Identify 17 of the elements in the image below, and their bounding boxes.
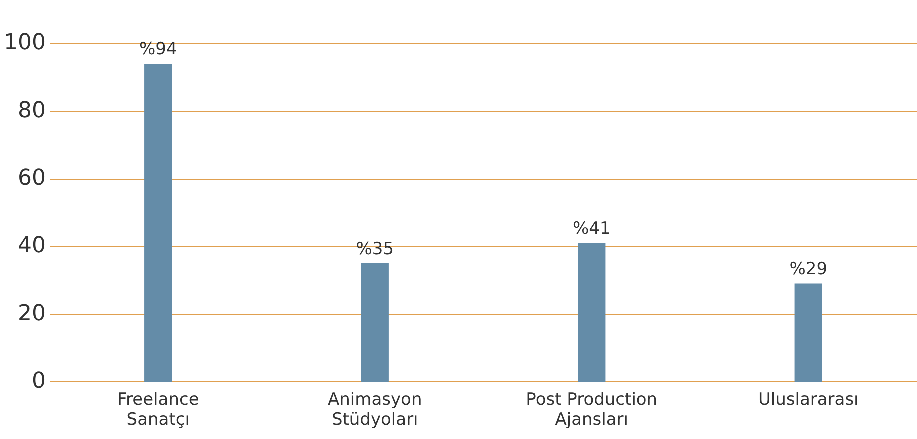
x-tick-label: Uluslararası [758, 390, 859, 410]
x-tick-label: Post Production Ajansları [526, 390, 658, 430]
y-tick-label: 100 [4, 30, 46, 56]
bar [794, 284, 822, 382]
y-tick-label: 40 [18, 234, 46, 259]
y-tick-label: 60 [18, 166, 46, 191]
x-tick-label: Freelance Sanatçı [117, 390, 200, 430]
bar [578, 243, 606, 382]
y-tick-label: 20 [18, 301, 46, 326]
bar [144, 64, 172, 382]
data-label: %29 [790, 260, 828, 280]
x-tick-label: Animasyon Stüdyoları [328, 390, 422, 430]
data-label: %41 [572, 218, 611, 239]
data-label: %94 [139, 40, 178, 60]
y-tick-label: 0 [32, 368, 46, 394]
bar [361, 264, 389, 382]
y-tick-label: 80 [18, 98, 46, 124]
